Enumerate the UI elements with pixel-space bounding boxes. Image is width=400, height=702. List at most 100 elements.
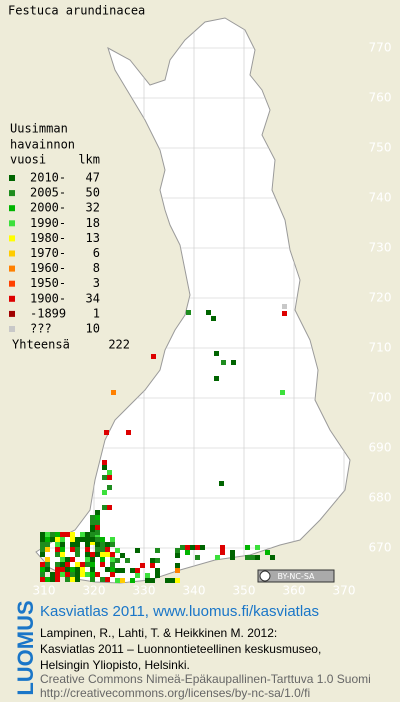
occurrence-square <box>45 547 50 552</box>
occurrence-square <box>105 567 110 572</box>
occurrence-square <box>185 545 190 550</box>
occurrence-square <box>45 557 50 562</box>
occurrence-square <box>75 577 80 582</box>
occurrence-square <box>40 577 45 582</box>
occurrence-square <box>155 548 160 553</box>
occurrence-square <box>220 550 225 555</box>
occurrence-square <box>85 557 90 562</box>
occurrence-square <box>215 555 220 560</box>
citation: Lampinen, R., Lahti, T. & Heikkinen M. 2… <box>40 626 277 640</box>
legend-label: 1980- <box>30 231 66 245</box>
legend-label: 1900- <box>30 291 66 305</box>
occurrence-square <box>135 573 140 578</box>
occurrence-square <box>95 552 100 557</box>
occurrence-square <box>85 552 90 557</box>
occurrence-square <box>70 577 75 582</box>
citation: Kasviatlas 2011 – Luonnontieteellinen ke… <box>40 642 321 656</box>
legend-swatch <box>9 310 15 317</box>
occurrence-square <box>40 537 45 542</box>
y-coordinate-label: 720 <box>369 291 392 305</box>
occurrence-square <box>55 547 60 552</box>
occurrence-square <box>40 562 45 567</box>
occurrence-square <box>230 555 235 560</box>
x-coordinate-label: 310 <box>33 584 56 598</box>
legend-count: 10 <box>86 322 100 336</box>
occurrence-square <box>110 557 115 562</box>
occurrence-square <box>100 537 105 542</box>
occurrence-square <box>135 568 140 573</box>
occurrence-square <box>85 547 90 552</box>
occurrence-square <box>90 572 95 577</box>
occurrence-square <box>55 577 60 582</box>
occurrence-square <box>151 354 156 359</box>
occurrence-square <box>70 567 75 572</box>
legend-label: 2000- <box>30 201 66 215</box>
legend-swatch <box>9 250 15 257</box>
occurrence-square <box>145 578 150 583</box>
occurrence-square <box>221 360 226 365</box>
cc-badge: BY-NC-SA <box>257 569 335 583</box>
occurrence-square <box>155 573 160 578</box>
occurrence-square <box>102 490 107 495</box>
occurrence-square <box>90 515 95 520</box>
legend-header: vuosi <box>10 153 46 167</box>
occurrence-squares <box>40 304 287 583</box>
occurrence-square <box>95 525 100 530</box>
occurrence-square <box>150 578 155 583</box>
occurrence-square <box>280 390 285 395</box>
occurrence-square <box>45 567 50 572</box>
legend-swatch <box>9 190 15 197</box>
occurrence-square <box>140 563 145 568</box>
occurrence-square <box>130 568 135 573</box>
occurrence-square <box>110 572 115 577</box>
occurrence-square <box>130 578 135 583</box>
occurrence-square <box>85 542 90 547</box>
legend-count: 34 <box>86 291 100 305</box>
occurrence-square <box>65 562 70 567</box>
luomus-logo: LUOMUS <box>13 600 38 695</box>
occurrence-square <box>175 568 180 573</box>
y-coordinate-label: 680 <box>369 491 392 505</box>
credits-headline: Kasviatlas 2011, www.luomus.fi/kasviatla… <box>40 603 319 620</box>
occurrence-square <box>211 316 216 321</box>
occurrence-square <box>85 562 90 567</box>
occurrence-square <box>95 520 100 525</box>
occurrence-square <box>270 555 275 560</box>
occurrence-square <box>175 578 180 583</box>
occurrence-square <box>80 537 85 542</box>
occurrence-square <box>55 567 60 572</box>
legend-label: 1990- <box>30 216 66 230</box>
occurrence-square <box>175 553 180 558</box>
occurrence-square <box>70 572 75 577</box>
occurrence-square <box>45 537 50 542</box>
occurrence-square <box>107 505 112 510</box>
legend-count: 13 <box>86 231 100 245</box>
occurrence-square <box>180 545 185 550</box>
occurrence-square <box>80 572 85 577</box>
legend-swatch <box>9 235 15 242</box>
occurrence-square <box>90 562 95 567</box>
legend-label: 2010- <box>30 171 66 185</box>
occurrence-square <box>120 553 125 558</box>
occurrence-square <box>105 577 110 582</box>
occurrence-square <box>90 577 95 582</box>
y-coordinate-label: 770 <box>369 41 392 55</box>
occurrence-square <box>110 562 115 567</box>
occurrence-square <box>60 567 65 572</box>
occurrence-square <box>115 578 120 583</box>
legend-swatch <box>9 175 15 181</box>
legend-total: 222 <box>108 338 130 352</box>
occurrence-square <box>40 542 45 547</box>
occurrence-square <box>95 515 100 520</box>
occurrence-square <box>50 572 55 577</box>
occurrence-square <box>100 557 105 562</box>
legend-label: ??? <box>30 322 52 336</box>
occurrence-square <box>55 532 60 537</box>
legend-swatch <box>9 205 15 212</box>
occurrence-square <box>40 547 45 552</box>
occurrence-square <box>45 577 50 582</box>
occurrence-square <box>195 545 200 550</box>
occurrence-square <box>90 557 95 562</box>
occurrence-square <box>70 547 75 552</box>
